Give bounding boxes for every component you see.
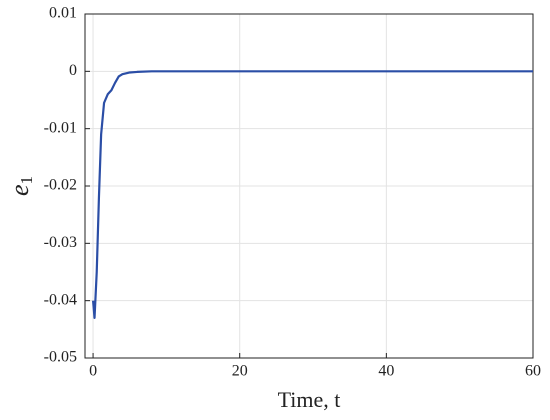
x-tick-label: 60 — [525, 363, 541, 380]
y-tick-label: 0 — [69, 62, 77, 79]
y-tick-label: -0.03 — [44, 234, 77, 251]
data-line — [91, 70, 533, 319]
y-tick-label: -0.05 — [44, 349, 77, 366]
y-tick-label: 0.01 — [49, 5, 77, 22]
y-tick-label: -0.02 — [44, 177, 77, 194]
y-axis-label: e1 — [5, 176, 36, 196]
y-axis-subscript: 1 — [17, 176, 36, 185]
x-tick-label: 40 — [378, 363, 394, 380]
x-axis-label: Time, t — [278, 387, 341, 412]
x-tick-label: 20 — [232, 363, 248, 380]
y-axis-symbol: e — [5, 184, 34, 196]
plot-frame — [84, 13, 534, 359]
x-tick-label: 0 — [89, 363, 97, 380]
y-tick-label: -0.04 — [44, 291, 77, 308]
y-tick-label: -0.01 — [44, 119, 77, 136]
